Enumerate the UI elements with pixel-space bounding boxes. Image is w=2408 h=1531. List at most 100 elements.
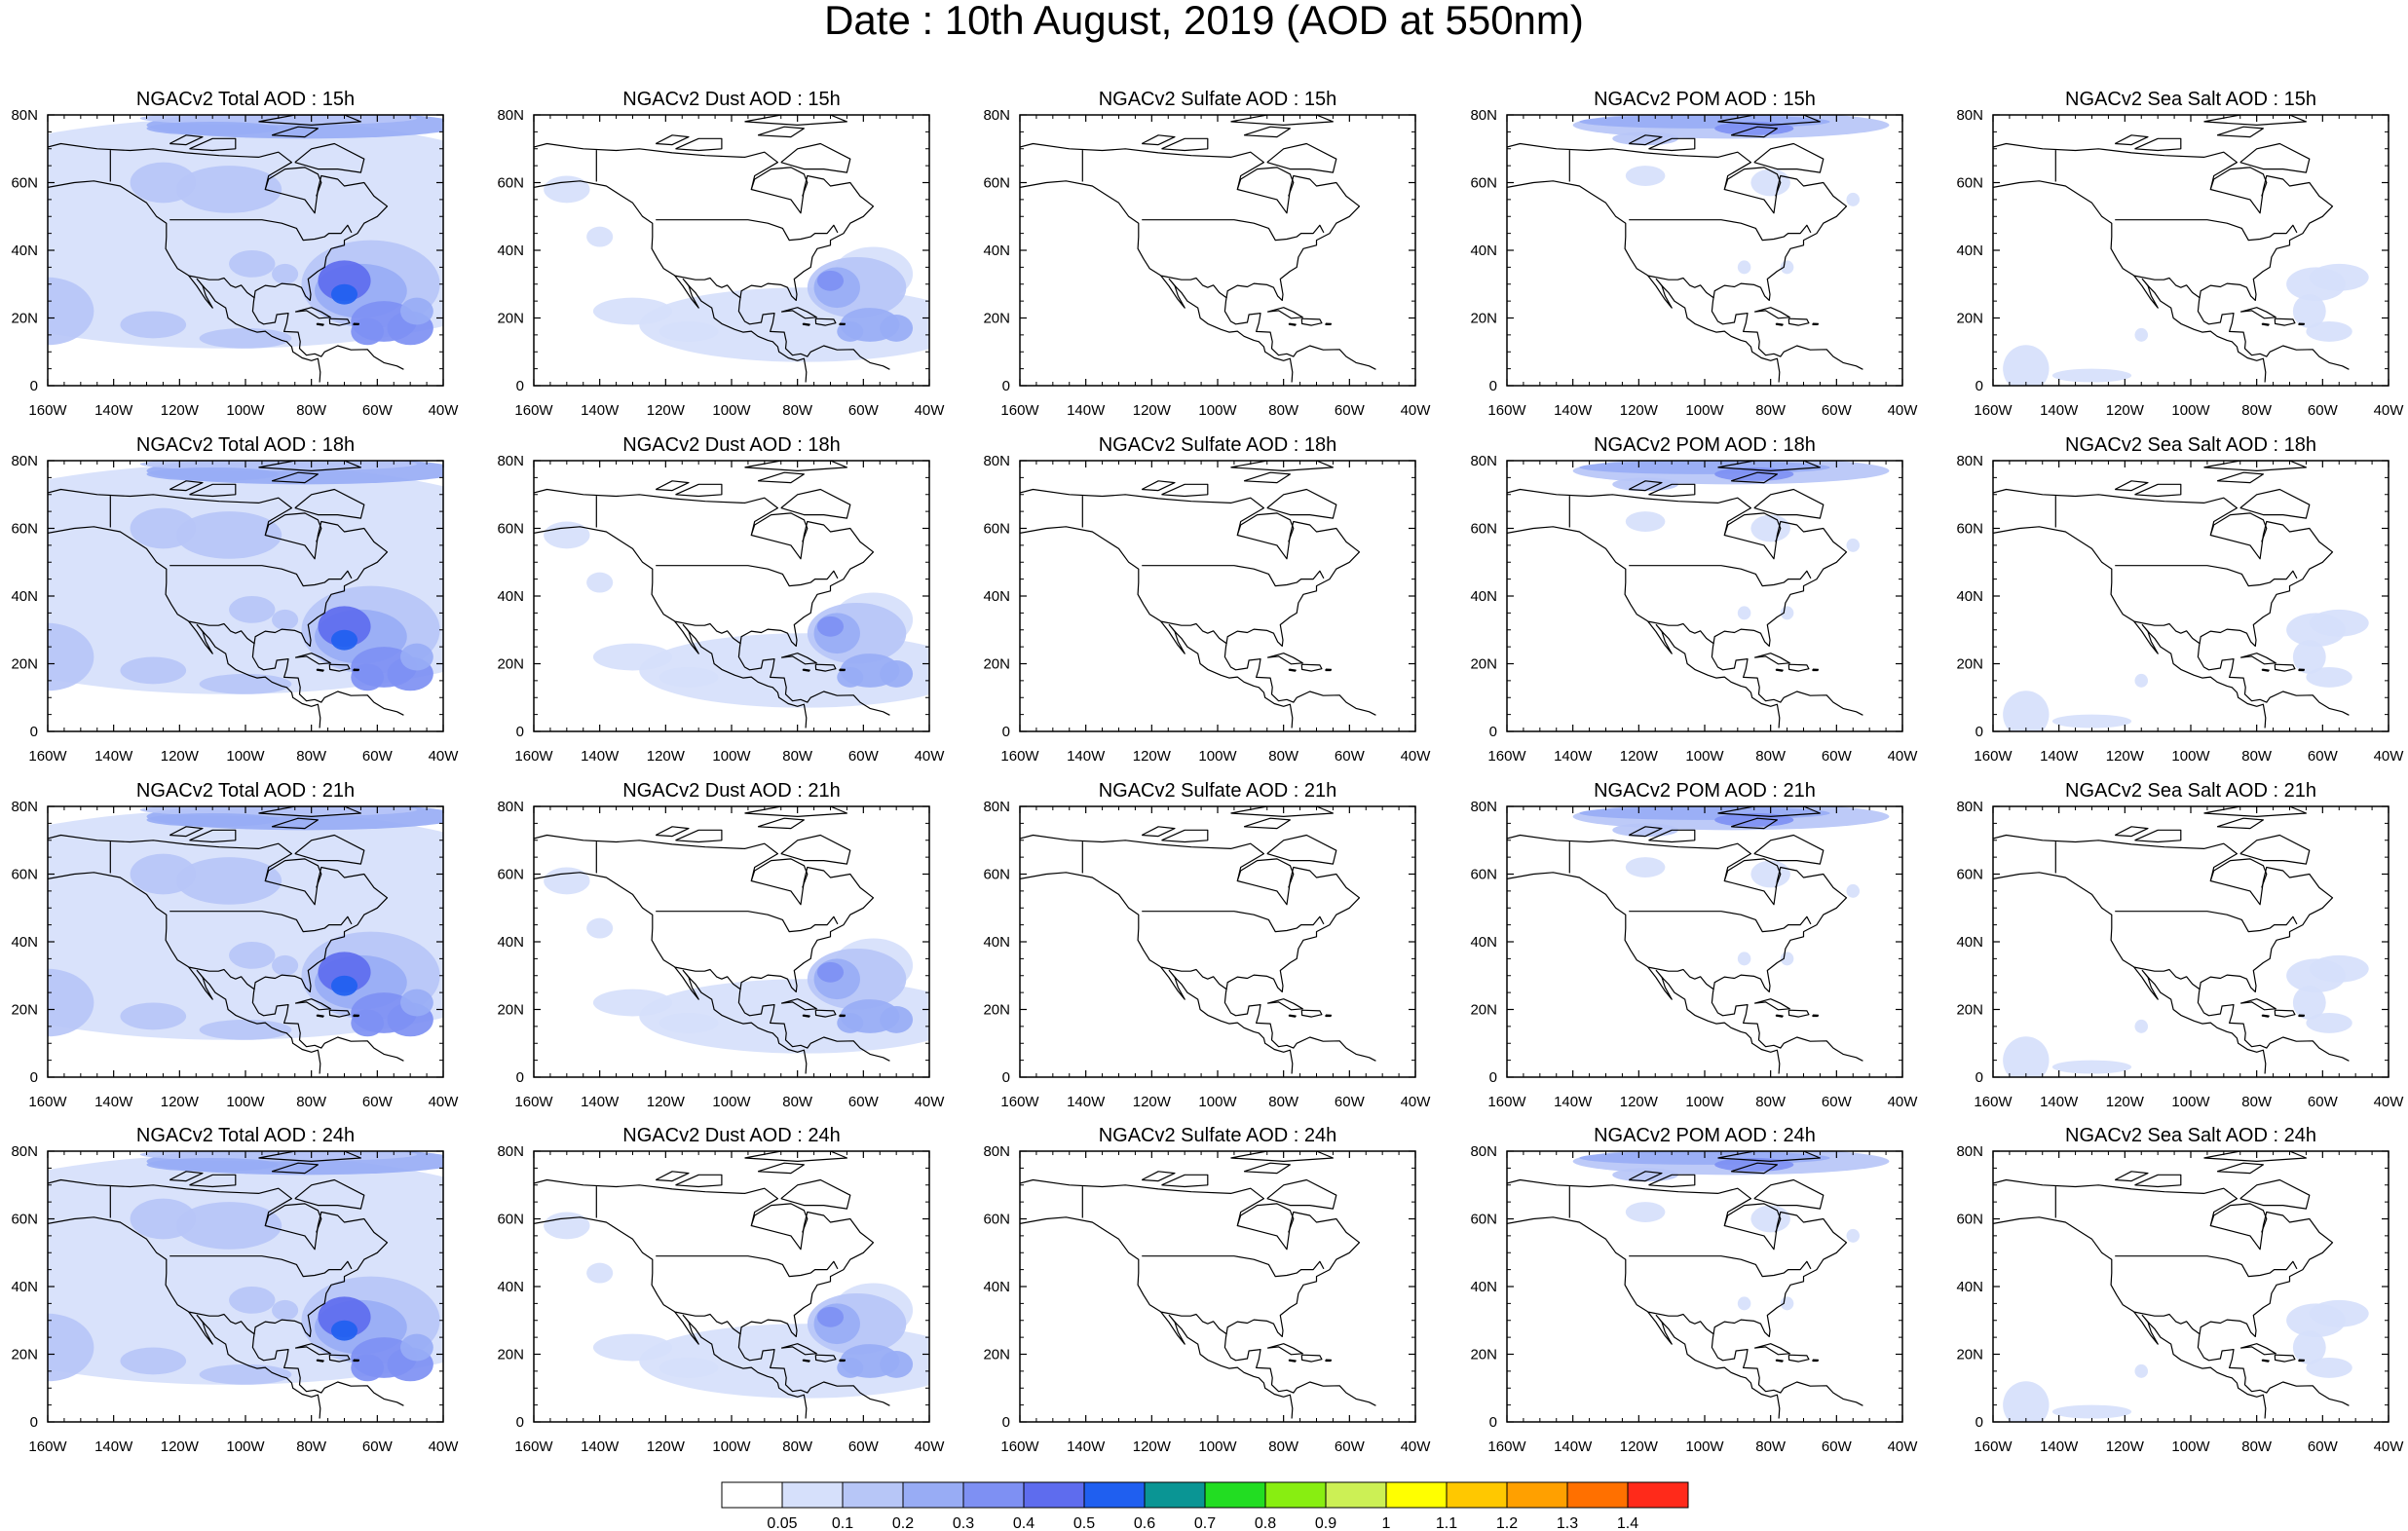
x-tick-label: 80W [782,748,813,765]
border-line [188,620,255,645]
y-tick-label: 60N [983,867,1010,883]
island-outline [1300,1354,1323,1363]
colorbar-swatch [1627,1481,1689,1509]
y-tick-label: 20N [1956,1347,1983,1363]
coastline [1507,834,1863,1062]
y-tick-label: 60N [1956,521,1983,538]
aod-patch [146,467,279,481]
x-tick-label: 120W [647,1094,686,1110]
x-tick-label: 140W [2040,1438,2079,1455]
aod-field [534,806,929,1074]
colorbar-swatch [1325,1481,1387,1509]
aod-patch [837,1357,864,1378]
border-line [188,966,255,990]
x-tick-label: 80W [1268,1094,1299,1110]
island-outline [2298,1014,2305,1018]
aod-patch [1625,857,1666,878]
y-tick-label: 40N [11,588,38,605]
aod-patch [2134,327,2149,342]
island-outline [258,461,361,471]
aod-patch [880,1006,914,1033]
coastline [534,1216,808,1419]
y-tick-label: 60N [1470,1212,1497,1228]
aod-patch [658,1012,719,1033]
colorbar-swatch [1264,1481,1327,1509]
x-tick-label: 100W [2171,402,2210,419]
coastline [1507,142,1863,370]
island-outline [780,142,851,173]
island-outline [1628,1171,1663,1182]
border-line [2115,911,2298,933]
island-outline [1230,806,1334,817]
aod-patch [1846,538,1861,552]
island-outline [1730,1162,1778,1175]
y-tick-label: 60N [1470,521,1497,538]
border-line [1647,275,1714,299]
coastline [534,142,890,370]
x-tick-label: 100W [2171,1094,2210,1110]
island-outline [2203,461,2307,471]
coastline [534,834,890,1062]
x-tick-label: 100W [226,748,265,765]
x-tick-label: 80W [1755,748,1787,765]
aod-patch [586,226,614,247]
coastline [48,1216,321,1419]
x-tick-label: 60W [2308,748,2339,765]
y-tick-label: 20N [983,311,1010,327]
island-outline [1717,806,1821,817]
y-tick-label: 80N [1470,1143,1497,1160]
map-background [1507,115,1902,386]
x-tick-label: 60W [362,1094,394,1110]
colorbar-label: 0.9 [1315,1515,1336,1531]
panel-title: NGACv2 POM AOD : 15h [1594,89,1816,110]
x-tick-label: 40W [429,1438,460,1455]
y-tick-label: 60N [11,1212,38,1228]
island-outline [1161,1174,1209,1188]
island-outline [757,1162,805,1175]
y-tick-label: 20N [1956,1002,1983,1019]
x-tick-label: 80W [1268,402,1299,419]
colorbar-swatch [721,1481,783,1509]
border-line [1142,565,1325,587]
y-tick-label: 40N [497,588,524,605]
x-tick-label: 120W [1133,1438,1172,1455]
island-outline [2114,826,2149,838]
aod-patch [837,1012,864,1033]
map-panel: 160W 140W 120W 100W 80W 60W 40W 80N 60N 40N 20N 0 NG… [497,1125,945,1455]
island-outline [1730,817,1778,830]
island-outline [1753,1343,1790,1356]
island-outline [1787,1354,1810,1363]
aod-patch [816,270,845,291]
coastline [48,872,321,1074]
aod-field [1020,1151,1376,1419]
island-outline [1141,134,1176,146]
colorbar-swatch [1023,1481,1085,1509]
y-tick-label: 60N [497,175,524,192]
island-outline [1230,115,1334,126]
y-tick-label: 0 [516,378,524,394]
map-background [1993,461,2389,731]
x-tick-label: 100W [2171,748,2210,765]
y-tick-label: 0 [516,724,524,740]
x-tick-label: 120W [647,402,686,419]
x-tick-label: 80W [2241,1094,2273,1110]
island-outline [802,1359,810,1363]
coastline [2209,1203,2268,1233]
colorbar-label: 0.3 [953,1515,974,1531]
border-line [1629,911,1812,933]
y-tick-label: 40N [11,243,38,259]
x-tick-label: 60W [848,1438,880,1455]
x-tick-label: 120W [647,1438,686,1455]
island-outline [328,1354,351,1363]
island-outline [2114,1171,2149,1182]
border-line [1160,275,1227,299]
colorbar-label: 1 [1382,1515,1391,1531]
map-panel: 160W 140W 120W 100W 80W 60W 40W 80N 60N 40N 20N 0 NG… [1956,89,2404,419]
y-tick-label: 60N [11,867,38,883]
y-tick-label: 20N [11,1002,38,1019]
y-tick-label: 80N [11,1143,38,1160]
island-outline [1325,1014,1332,1018]
island-outline [2274,1354,2296,1363]
border-line [188,275,255,299]
island-outline [353,1359,359,1363]
